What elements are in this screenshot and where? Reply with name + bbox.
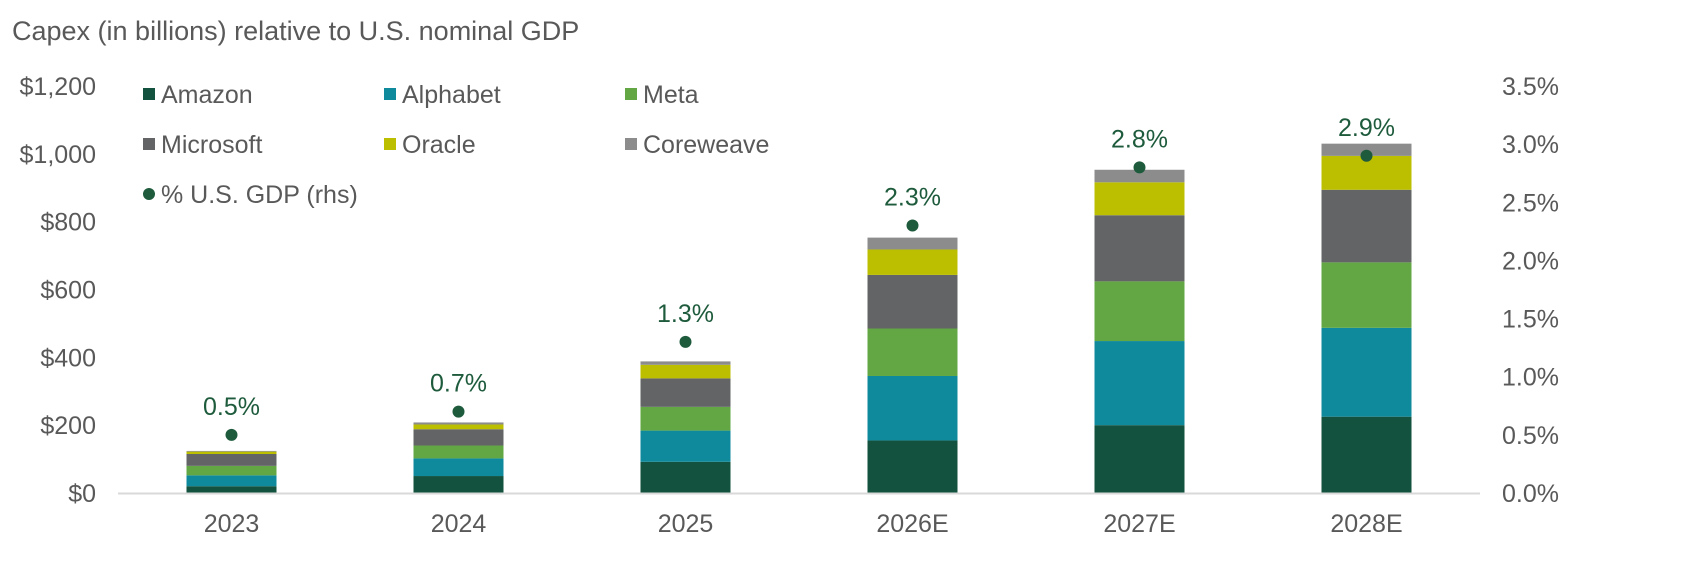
x-tick-label: 2027E xyxy=(1103,510,1175,538)
bar-segment-microsoft xyxy=(413,429,504,446)
bar-segment-amazon xyxy=(640,461,731,493)
bar-segment-amazon xyxy=(186,486,277,493)
gdp-data-label: 0.5% xyxy=(203,393,260,421)
legend-swatch-amazon xyxy=(143,88,155,100)
legend-swatch-alphabet xyxy=(384,88,396,100)
y-right-tick-label: 2.0% xyxy=(1502,247,1559,275)
gdp-data-label: 0.7% xyxy=(430,370,487,398)
bar-segment-alphabet xyxy=(867,375,958,441)
bar-segment-coreweave xyxy=(640,361,731,365)
bar-segment-microsoft xyxy=(1094,215,1185,282)
bar-segment-oracle xyxy=(867,249,958,275)
y-right-tick-label: 2.5% xyxy=(1502,189,1559,217)
legend-swatch-meta xyxy=(625,88,637,100)
y-right-tick-label: 0.0% xyxy=(1502,480,1559,508)
legend-label-coreweave: Coreweave xyxy=(643,131,769,159)
gdp-data-label: 2.9% xyxy=(1338,114,1395,142)
bar-segment-alphabet xyxy=(186,475,277,487)
legend-swatch-coreweave xyxy=(625,138,637,150)
bar-segment-oracle xyxy=(1094,182,1185,216)
bar-segment-amazon xyxy=(1094,425,1185,493)
y-right-tick-label: 3.0% xyxy=(1502,131,1559,159)
legend-swatch-microsoft xyxy=(143,138,155,150)
gdp-marker xyxy=(1133,161,1146,174)
bar-segment-meta xyxy=(1321,262,1412,328)
bar-segment-microsoft xyxy=(640,378,731,407)
y-left-tick-label: $600 xyxy=(40,277,96,305)
bar-segment-alphabet xyxy=(640,430,731,462)
bar-segment-alphabet xyxy=(1094,341,1185,426)
gdp-marker xyxy=(225,428,238,441)
bar-segment-meta xyxy=(867,328,958,376)
x-tick-label: 2023 xyxy=(204,510,260,538)
y-left-tick-label: $800 xyxy=(40,209,96,237)
gdp-data-label: 1.3% xyxy=(657,300,714,328)
bar-segment-amazon xyxy=(1321,416,1412,493)
bar-segment-meta xyxy=(186,465,277,476)
x-tick-label: 2025 xyxy=(658,510,714,538)
gdp-data-label: 2.3% xyxy=(884,184,941,212)
legend-swatch-gdp xyxy=(143,188,155,200)
bar-segment-oracle xyxy=(640,364,731,379)
y-left-tick-label: $0 xyxy=(68,480,96,508)
x-tick-label: 2024 xyxy=(431,510,487,538)
bar-segment-meta xyxy=(1094,281,1185,342)
bar-segment-amazon xyxy=(413,476,504,493)
y-right-tick-label: 3.5% xyxy=(1502,73,1559,101)
y-right-tick-label: 0.5% xyxy=(1502,422,1559,450)
gdp-marker xyxy=(679,335,692,348)
y-left-tick-label: $1,200 xyxy=(20,73,96,101)
bar-segment-coreweave xyxy=(186,450,277,452)
bar-segment-microsoft xyxy=(1321,189,1412,263)
bar-segment-oracle xyxy=(413,424,504,430)
bar-segment-amazon xyxy=(867,440,958,493)
bar-segment-coreweave xyxy=(1094,169,1185,183)
y-right-tick-label: 1.0% xyxy=(1502,364,1559,392)
legend-label-amazon: Amazon xyxy=(161,81,253,109)
bar-segment-alphabet xyxy=(413,458,504,477)
legend-label-meta: Meta xyxy=(643,81,699,109)
x-tick-label: 2028E xyxy=(1330,510,1402,538)
gdp-marker xyxy=(906,219,919,232)
bar-segment-microsoft xyxy=(867,274,958,329)
bar-segment-coreweave xyxy=(413,422,504,425)
gdp-marker xyxy=(1360,149,1373,162)
y-right-tick-label: 1.5% xyxy=(1502,306,1559,334)
legend-swatch-oracle xyxy=(384,138,396,150)
legend-label-oracle: Oracle xyxy=(402,131,476,159)
gdp-data-label: 2.8% xyxy=(1111,125,1168,153)
y-left-tick-label: $200 xyxy=(40,412,96,440)
bar-segment-meta xyxy=(413,445,504,459)
x-tick-label: 2026E xyxy=(876,510,948,538)
bar-segment-coreweave xyxy=(1321,143,1412,156)
bar-segment-meta xyxy=(640,406,731,431)
y-left-tick-label: $1,000 xyxy=(20,141,96,169)
gdp-marker xyxy=(452,405,465,418)
bar-segment-alphabet xyxy=(1321,327,1412,417)
legend-label-alphabet: Alphabet xyxy=(402,81,501,109)
chart-title: Capex (in billions) relative to U.S. nom… xyxy=(12,16,580,46)
bar-segment-coreweave xyxy=(867,237,958,250)
bar-segment-oracle xyxy=(186,451,277,454)
legend-label-gdp: % U.S. GDP (rhs) xyxy=(161,181,358,209)
bar-segment-microsoft xyxy=(186,453,277,466)
y-left-tick-label: $400 xyxy=(40,344,96,372)
legend-label-microsoft: Microsoft xyxy=(161,131,262,159)
